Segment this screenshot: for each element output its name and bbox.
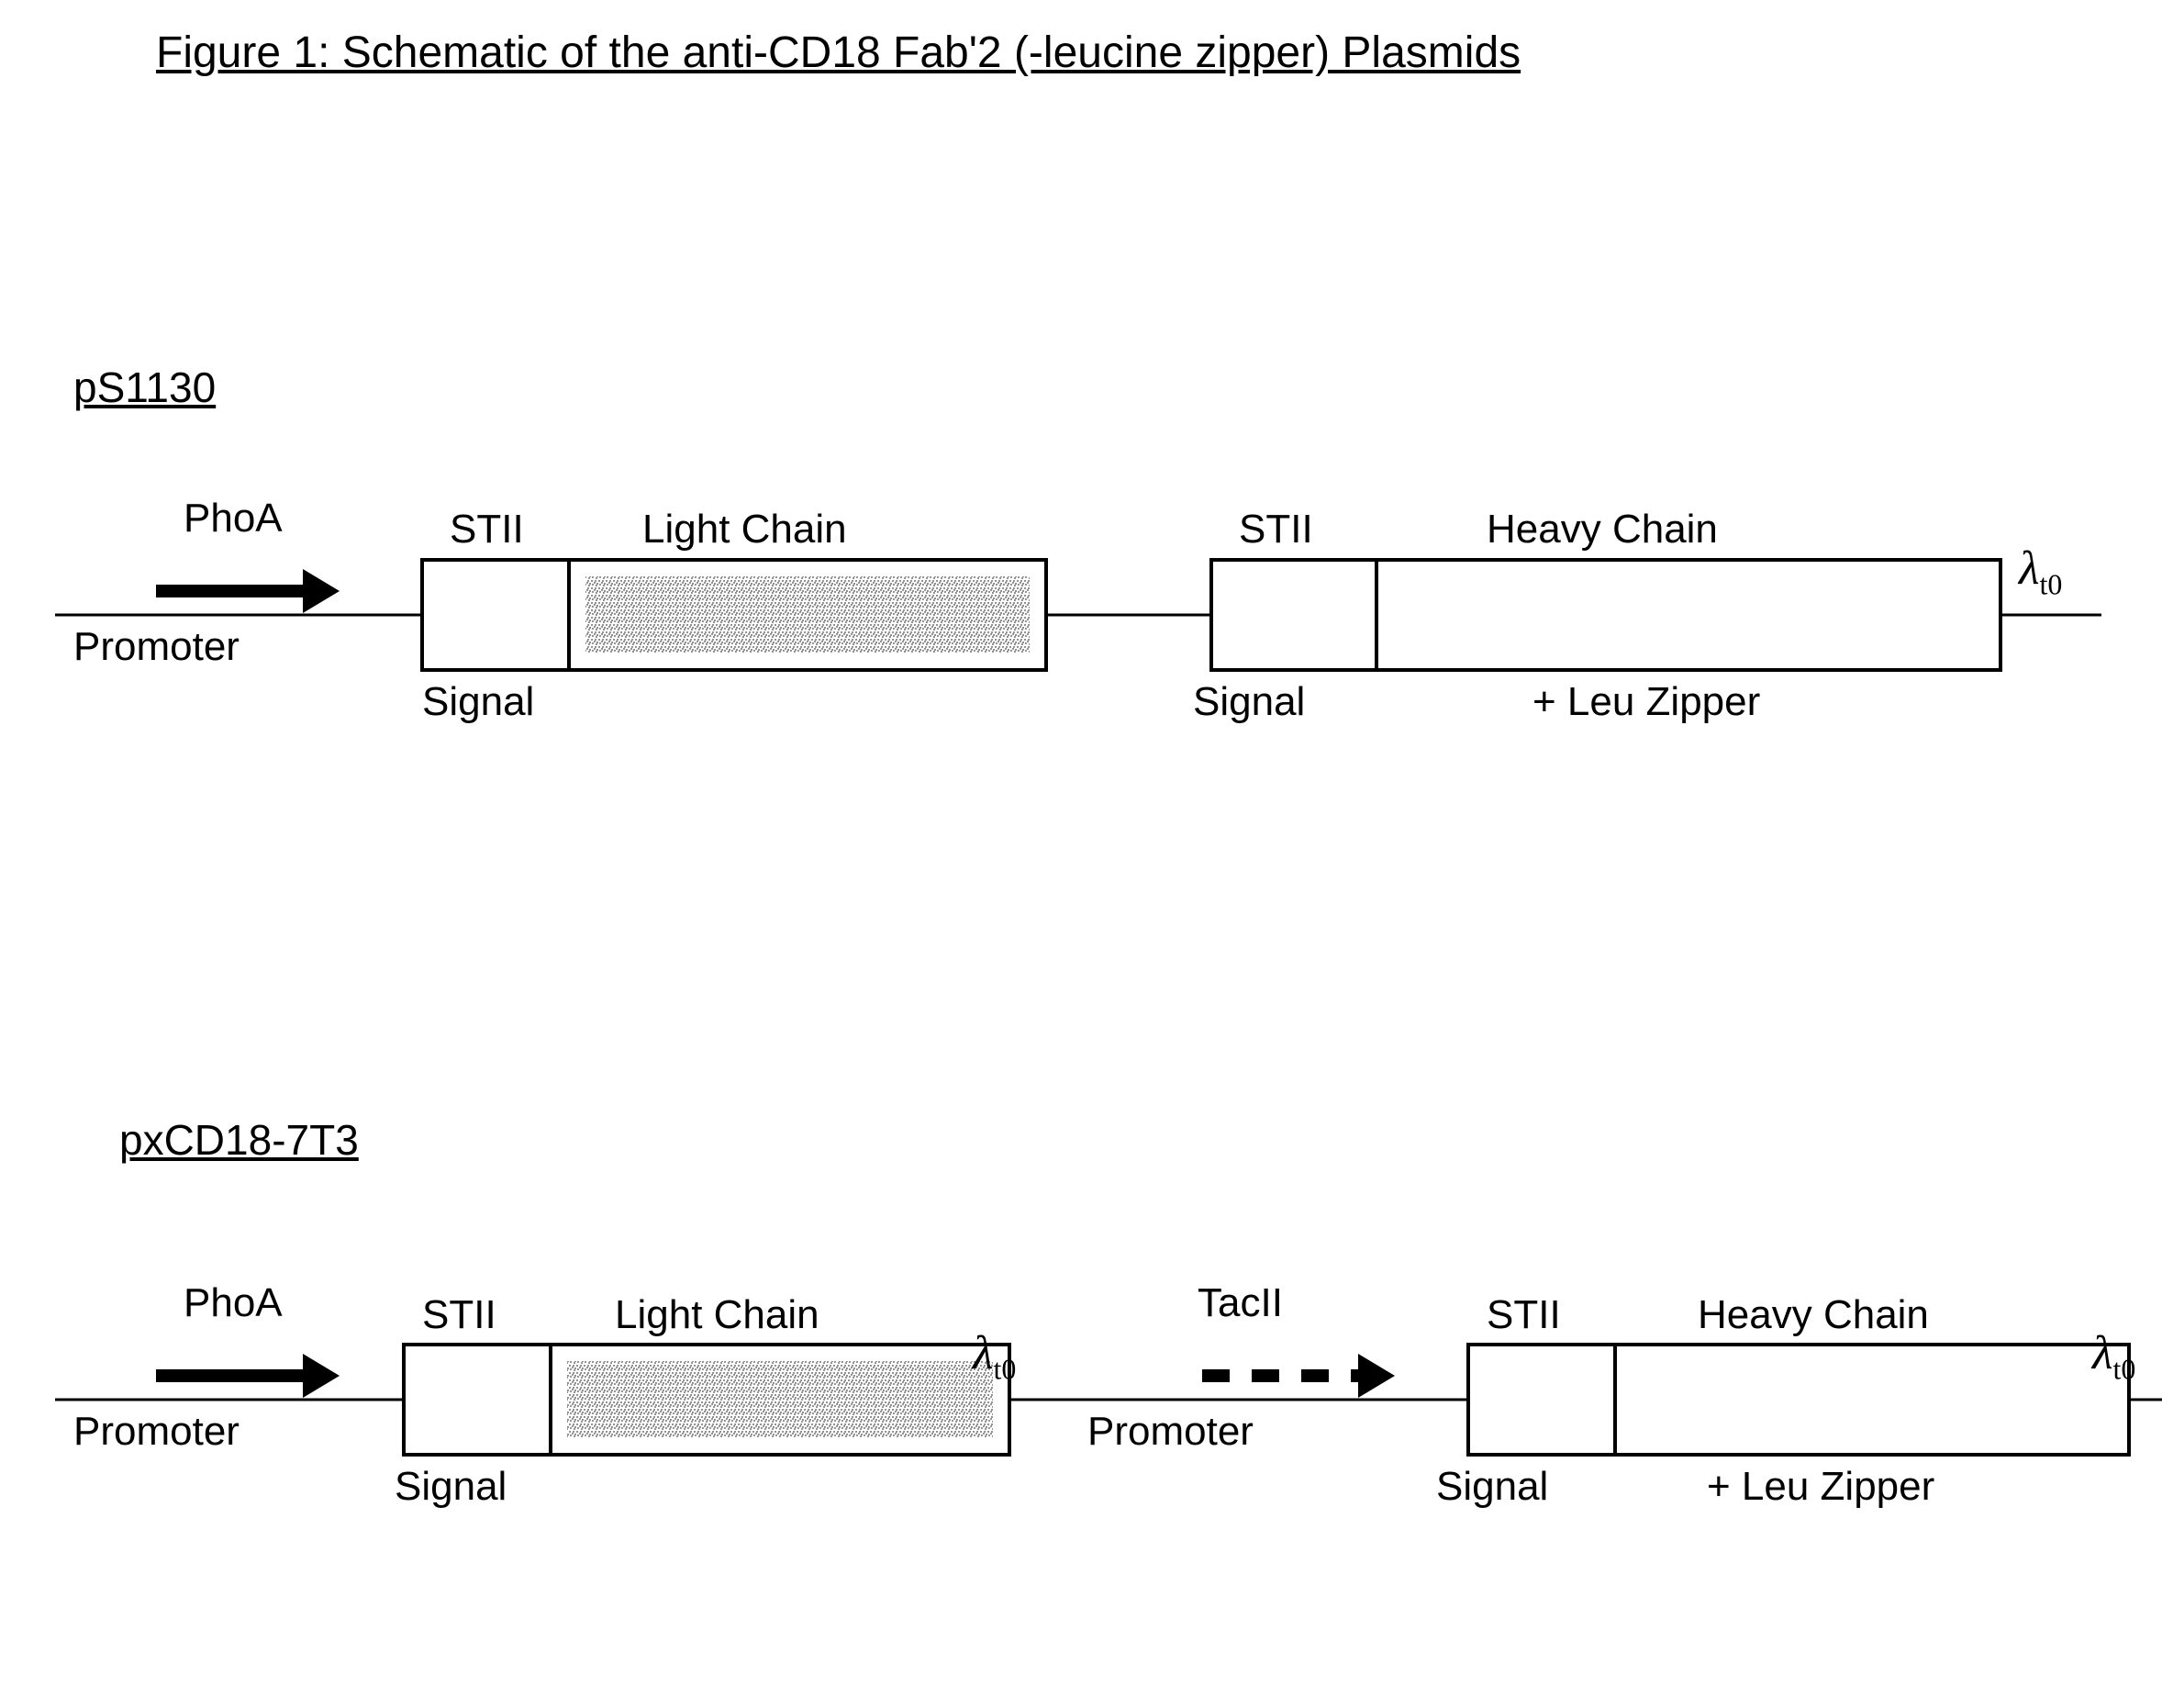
label-heavy_chain: Heavy Chain [1487, 507, 1718, 553]
heavy-chain-box [1615, 1345, 2129, 1455]
label-tacII: TacII [1198, 1280, 1283, 1326]
arrowhead-icon [303, 1354, 340, 1398]
stii-box [1468, 1345, 1615, 1455]
arrowhead-icon [1358, 1354, 1395, 1398]
stii-box [404, 1345, 551, 1455]
label-stii: STII [1239, 507, 1313, 553]
label-leu_zipper: + Leu Zipper [1707, 1464, 1934, 1510]
light-chain-fill [567, 1361, 993, 1438]
light-chain-fill [585, 576, 1030, 653]
label-promoter: Promoter [73, 1409, 240, 1455]
label-stii: STII [1487, 1292, 1561, 1338]
lambda-t0-label: λt0 [973, 1326, 1016, 1386]
label-signal: Signal [1436, 1464, 1548, 1510]
label-stii: STII [422, 1292, 496, 1338]
figure-title: Figure 1: Schematic of the anti-CD18 Fab… [156, 28, 1521, 78]
stii-box [1211, 560, 1376, 670]
label-light_chain: Light Chain [642, 507, 847, 553]
label-phoA: PhoA [184, 496, 283, 541]
arrowhead-icon [303, 569, 340, 613]
label-signal: Signal [1193, 679, 1305, 725]
heavy-chain-box [1376, 560, 2000, 670]
label-stii: STII [450, 507, 524, 553]
label-promoter: Promoter [1087, 1409, 1254, 1455]
label-promoter: Promoter [73, 624, 240, 670]
lambda-t0-label: λt0 [2019, 541, 2062, 601]
label-leu_zipper: + Leu Zipper [1532, 679, 1760, 725]
stii-box [422, 560, 569, 670]
lambda-t0-label: λt0 [2092, 1326, 2135, 1386]
label-signal: Signal [422, 679, 534, 725]
label-phoA: PhoA [184, 1280, 283, 1326]
plasmid-name: pS1130 [73, 363, 216, 412]
plasmid-name: pxCD18-7T3 [119, 1115, 359, 1165]
label-heavy_chain: Heavy Chain [1698, 1292, 1929, 1338]
label-signal: Signal [395, 1464, 507, 1510]
plasmid-schematic [55, 514, 2111, 679]
label-light_chain: Light Chain [615, 1292, 819, 1338]
